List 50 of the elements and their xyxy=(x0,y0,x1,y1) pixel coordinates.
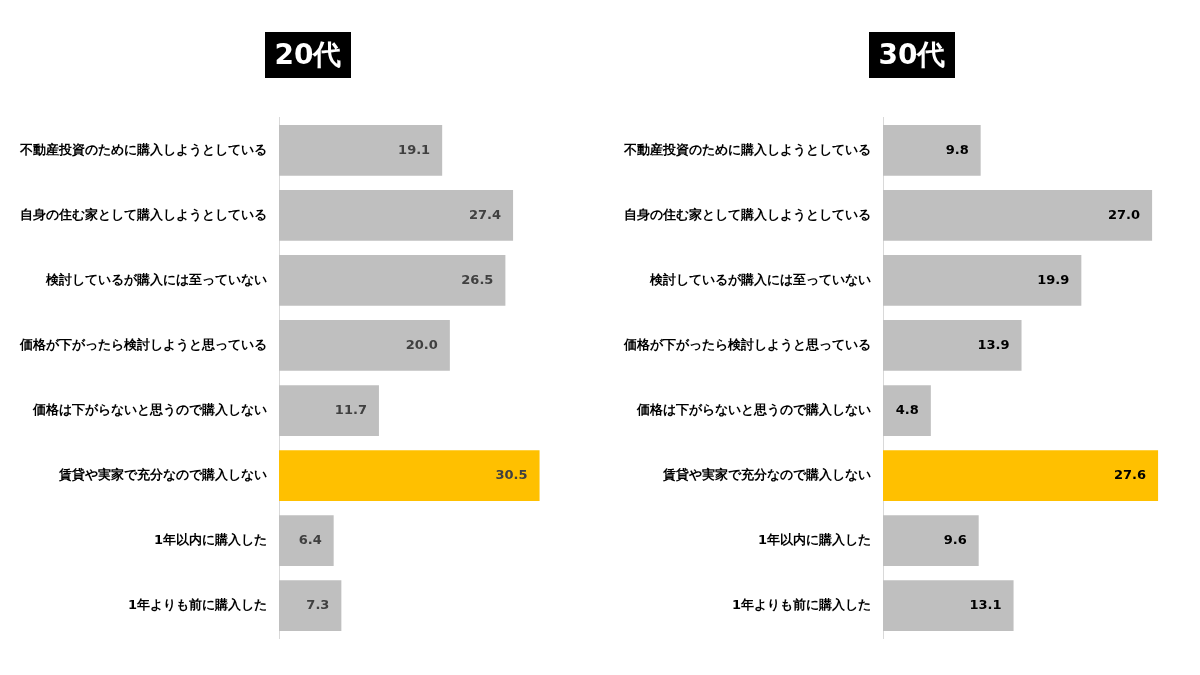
bar xyxy=(883,124,981,176)
data-label: 7.3 xyxy=(306,597,330,613)
data-label: 4.8 xyxy=(895,401,919,417)
data-label: 11.7 xyxy=(334,401,367,417)
bar xyxy=(279,385,379,436)
y-tick-label: 1年よりも前に購入した xyxy=(731,597,871,613)
y-tick-label: 価格が下がったら検討しようと思っている xyxy=(19,336,267,352)
data-label: 6.4 xyxy=(298,532,322,547)
data-label: 30.5 xyxy=(495,466,528,482)
bar xyxy=(279,320,450,371)
chart-title: 30代 xyxy=(868,32,956,78)
bar xyxy=(279,255,506,306)
bar xyxy=(883,385,931,436)
bar xyxy=(279,124,443,176)
bar xyxy=(883,320,1022,371)
y-tick-label: 1年以内に購入した xyxy=(757,532,871,547)
y-tick-label: 価格は下がらないと思うので購入しない xyxy=(32,401,267,417)
data-label: 13.9 xyxy=(977,336,1010,352)
chart-title: 20代 xyxy=(264,32,352,78)
data-label: 27.4 xyxy=(469,206,502,222)
data-label: 19.9 xyxy=(1037,271,1070,287)
bar xyxy=(279,515,334,566)
y-tick-label: 自身の住む家として購入しようとしている xyxy=(20,206,267,222)
bar xyxy=(279,580,342,632)
bar xyxy=(883,190,1153,241)
y-tick-label: 賃貸や実家で充分なので購入しない xyxy=(662,466,871,482)
bar xyxy=(883,580,1014,632)
y-tick-label: 検討しているが購入には至っていない xyxy=(45,271,267,287)
bar xyxy=(883,255,1082,306)
y-tick-label: 検討しているが購入には至っていない xyxy=(649,271,871,287)
bar xyxy=(883,515,979,566)
data-label: 19.1 xyxy=(398,141,431,157)
bar xyxy=(279,450,540,501)
data-label: 26.5 xyxy=(461,271,494,287)
y-tick-label: 価格が下がったら検討しようと思っている xyxy=(623,336,871,352)
data-label: 9.8 xyxy=(945,141,969,157)
data-label: 13.1 xyxy=(969,597,1002,613)
y-tick-label: 1年よりも前に購入した xyxy=(127,597,267,613)
y-tick-label: 1年以内に購入した xyxy=(153,532,267,547)
bar xyxy=(883,450,1159,501)
data-label: 20.0 xyxy=(405,336,438,352)
y-tick-label: 価格は下がらないと思うので購入しない xyxy=(636,401,871,417)
bar xyxy=(279,190,514,241)
y-tick-label: 不動産投資のために購入しようとしている xyxy=(19,141,267,157)
data-label: 27.0 xyxy=(1108,206,1141,222)
y-tick-label: 不動産投資のために購入しようとしている xyxy=(623,141,871,157)
y-tick-label: 賃貸や実家で充分なので購入しない xyxy=(58,466,267,482)
data-label: 9.6 xyxy=(943,532,967,547)
data-label: 27.6 xyxy=(1114,466,1147,482)
y-tick-label: 自身の住む家として購入しようとしている xyxy=(624,206,871,222)
